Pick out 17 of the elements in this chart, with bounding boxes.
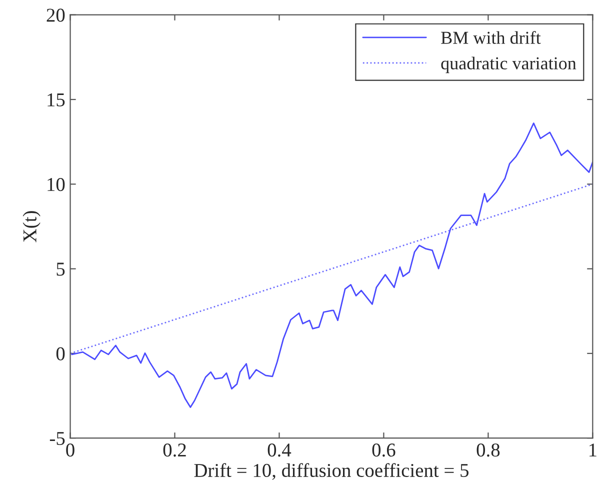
y-tick-label: -5 — [50, 432, 65, 446]
line-series — [71, 122, 593, 408]
y-tick-label: 0 — [56, 347, 65, 360]
legend-label: BM with drift — [441, 31, 541, 44]
y-axis-title: X(t) — [22, 211, 40, 242]
x-axis-title: Drift = 10, diffusion coefficient = 5 — [194, 463, 468, 480]
y-tick-label: 15 — [48, 93, 65, 106]
x-tick-label: 0.8 — [476, 444, 500, 457]
legend-label: quadratic variation — [441, 56, 576, 74]
x-tick-label: 1 — [590, 444, 596, 456]
y-tick-label: 5 — [56, 262, 65, 276]
x-tick-label: 0 — [66, 444, 74, 457]
x-tick-label: 0.2 — [163, 444, 186, 457]
x-tick-label: 0.4 — [268, 444, 292, 457]
x-tick-label: 0.6 — [372, 444, 396, 457]
y-tick-label: 10 — [48, 178, 65, 192]
y-tick-label: 20 — [46, 8, 65, 22]
